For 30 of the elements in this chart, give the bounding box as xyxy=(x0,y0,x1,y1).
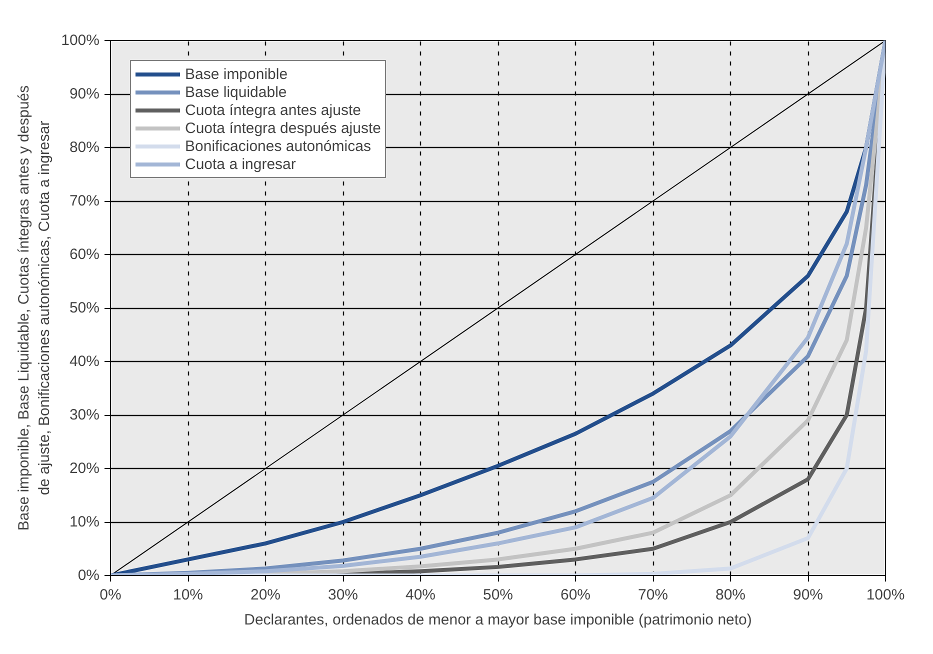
x-tick-label: 0% xyxy=(100,586,122,604)
x-tick-label: 60% xyxy=(560,586,591,604)
y-tick-label: 50% xyxy=(69,300,100,316)
x-tick-label: 100% xyxy=(866,586,905,604)
legend-label: Base imponible xyxy=(185,65,288,83)
legend-label: Cuota a ingresar xyxy=(185,155,296,173)
x-tick-label: 30% xyxy=(328,586,358,604)
x-tick-label: 20% xyxy=(250,586,281,604)
legend-label: Cuota íntegra después ajuste xyxy=(185,119,381,137)
y-tick-label: 60% xyxy=(69,246,100,263)
x-tick-label: 40% xyxy=(405,586,436,604)
y-tick-label: 40% xyxy=(69,353,100,370)
y-tick-label: 100% xyxy=(61,32,100,49)
y-tick-label: 10% xyxy=(69,514,100,530)
y-tick-label: 30% xyxy=(69,406,100,424)
x-tick-label: 50% xyxy=(482,586,514,604)
x-tick-label: 10% xyxy=(172,586,204,604)
x-tick-label: 80% xyxy=(715,586,746,604)
y-tick-label: 0% xyxy=(78,567,100,584)
x-axis-title: Declarantes, ordenados de menor a mayor base imponible (patrimonio neto) xyxy=(244,612,752,628)
y-axis-title: Base imponible, Base Liquidable, Cuotas íntegras antes y después de ajuste, Bonificaciones autonómicas, Cuota a ingresar xyxy=(16,85,54,531)
y-tick-label: 90% xyxy=(69,86,100,102)
y-tick-label: 80% xyxy=(69,139,100,156)
x-tick-label: 70% xyxy=(638,586,668,604)
legend-label: Cuota íntegra antes ajuste xyxy=(185,101,361,119)
y-tick-label: 20% xyxy=(69,460,100,477)
legend-label: Bonificaciones autonómicas xyxy=(185,137,371,155)
y-tick-label: 70% xyxy=(69,192,100,210)
x-tick-label: 90% xyxy=(792,586,824,604)
legend-label: Base liquidable xyxy=(185,83,287,101)
